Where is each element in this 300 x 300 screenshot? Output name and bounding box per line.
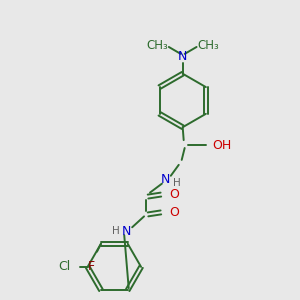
Text: O: O — [169, 188, 179, 201]
Text: N: N — [161, 173, 170, 186]
Text: O: O — [169, 206, 179, 219]
Text: F: F — [88, 260, 94, 273]
Text: Cl: Cl — [58, 260, 71, 273]
Text: N: N — [122, 225, 131, 238]
Text: H: H — [112, 226, 119, 236]
Text: OH: OH — [212, 139, 232, 152]
Text: CH₃: CH₃ — [146, 40, 168, 52]
Text: CH₃: CH₃ — [198, 40, 219, 52]
Text: H: H — [173, 178, 181, 188]
Text: N: N — [178, 50, 188, 63]
